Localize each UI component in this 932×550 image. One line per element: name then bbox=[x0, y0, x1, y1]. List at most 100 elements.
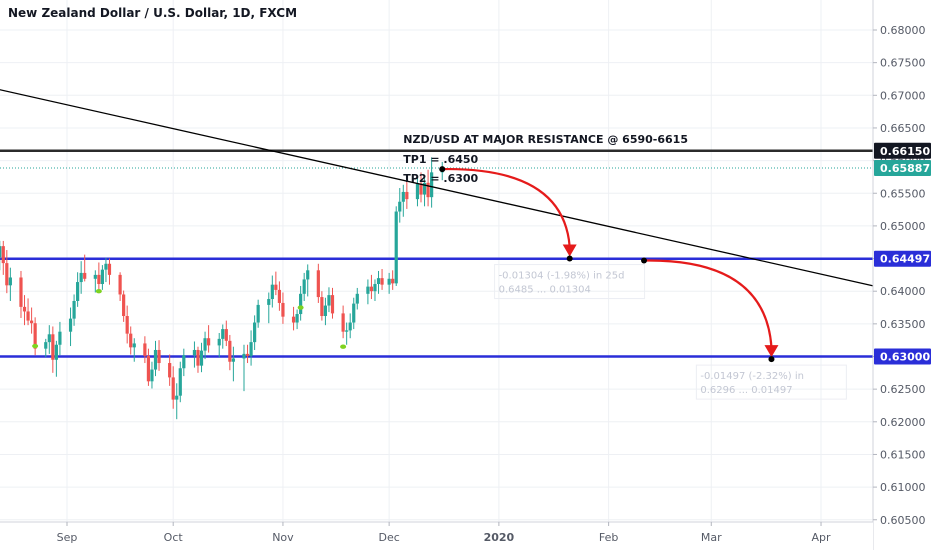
candle-body[interactable] bbox=[30, 320, 34, 324]
candle-body[interactable] bbox=[394, 211, 398, 284]
candle-body[interactable] bbox=[54, 344, 58, 360]
candle-body[interactable] bbox=[100, 269, 104, 285]
candle-body[interactable] bbox=[291, 316, 296, 323]
candle-body[interactable] bbox=[422, 182, 427, 195]
candle-body[interactable] bbox=[1, 246, 5, 264]
candle-body[interactable] bbox=[178, 368, 182, 396]
projections[interactable]: -0.01304 (-1.98%) in 25d 0.6485 ... 0.013… bbox=[439, 166, 847, 400]
candle-body[interactable] bbox=[0, 246, 2, 258]
candle-body[interactable] bbox=[228, 340, 232, 362]
candle-body[interactable] bbox=[376, 278, 381, 285]
candle-body[interactable] bbox=[129, 333, 133, 348]
candle-body[interactable] bbox=[157, 349, 161, 364]
candle-body[interactable] bbox=[306, 270, 310, 280]
candle-body[interactable] bbox=[345, 330, 349, 332]
price-axis[interactable]: 0.680000.675000.670000.665000.660000.655… bbox=[872, 0, 932, 550]
candle-body[interactable] bbox=[58, 331, 62, 345]
candle-body[interactable] bbox=[267, 299, 271, 305]
candle-body[interactable] bbox=[373, 284, 377, 292]
candle-body[interactable] bbox=[387, 278, 391, 285]
candle-body[interactable] bbox=[104, 263, 108, 270]
candle-body[interactable] bbox=[146, 355, 151, 382]
candle-body[interactable] bbox=[295, 314, 299, 323]
candle-body[interactable] bbox=[355, 293, 359, 304]
candle-body[interactable] bbox=[221, 329, 225, 339]
candle-body[interactable] bbox=[199, 350, 204, 366]
candle-body[interactable] bbox=[47, 334, 51, 343]
candle-body[interactable] bbox=[348, 322, 352, 331]
candle-body[interactable] bbox=[171, 377, 175, 400]
candle-body[interactable] bbox=[22, 306, 27, 312]
candle-body[interactable] bbox=[256, 304, 260, 323]
price-tag-tp2[interactable]: 0.63000 bbox=[880, 351, 930, 364]
candle-body[interactable] bbox=[320, 297, 324, 317]
projection-start-point[interactable] bbox=[439, 166, 446, 173]
candle-body[interactable] bbox=[352, 303, 356, 323]
candle-body[interactable] bbox=[245, 353, 250, 356]
candle-body[interactable] bbox=[391, 278, 395, 284]
candle-body[interactable] bbox=[405, 191, 409, 200]
candle-body[interactable] bbox=[415, 183, 420, 200]
candle-body[interactable] bbox=[125, 316, 129, 334]
candle-body[interactable] bbox=[380, 278, 384, 285]
price-tag-tp1[interactable]: 0.64497 bbox=[880, 253, 930, 266]
candle-body[interactable] bbox=[281, 302, 285, 317]
candle-body[interactable] bbox=[192, 349, 197, 356]
candle-body[interactable] bbox=[196, 349, 200, 366]
candle-body[interactable] bbox=[5, 263, 9, 286]
candle-body[interactable] bbox=[253, 322, 257, 343]
annotation-tp1[interactable]: TP1 = .6450 bbox=[403, 153, 478, 166]
projection-arrow[interactable] bbox=[644, 259, 773, 348]
candle-body[interactable] bbox=[51, 334, 55, 360]
candle-body[interactable] bbox=[143, 343, 147, 356]
candle-body[interactable] bbox=[72, 300, 76, 319]
candle-body[interactable] bbox=[150, 369, 154, 382]
candle-body[interactable] bbox=[33, 323, 37, 349]
candle-body[interactable] bbox=[249, 342, 253, 356]
candle-body[interactable] bbox=[401, 191, 405, 202]
candle-body[interactable] bbox=[430, 172, 434, 198]
candle-body[interactable] bbox=[426, 182, 430, 198]
candle-body[interactable] bbox=[207, 338, 211, 346]
candle-body[interactable] bbox=[118, 274, 122, 295]
candle-body[interactable] bbox=[44, 342, 48, 349]
candle-body[interactable] bbox=[122, 294, 126, 317]
candle-body[interactable] bbox=[76, 282, 80, 301]
price-tag-last[interactable]: 0.65887 bbox=[880, 162, 930, 175]
candle-body[interactable] bbox=[323, 305, 328, 317]
candle-body[interactable] bbox=[277, 289, 281, 303]
price-tag-resistance[interactable]: 0.66150 bbox=[880, 145, 930, 158]
candle-body[interactable] bbox=[366, 286, 370, 294]
candle-body[interactable] bbox=[217, 338, 221, 346]
candle-body[interactable] bbox=[132, 343, 136, 348]
candle-body[interactable] bbox=[316, 270, 320, 298]
projection-end-point[interactable] bbox=[768, 356, 775, 363]
candle-body[interactable] bbox=[274, 284, 278, 290]
candle-body[interactable] bbox=[8, 277, 12, 286]
candles[interactable] bbox=[0, 157, 444, 420]
candle-body[interactable] bbox=[83, 272, 87, 279]
candle-body[interactable] bbox=[68, 318, 73, 332]
candle-body[interactable] bbox=[341, 313, 345, 332]
candle-body[interactable] bbox=[107, 263, 112, 275]
projection-arrow[interactable] bbox=[442, 167, 571, 247]
candle-body[interactable] bbox=[327, 295, 331, 306]
candle-body[interactable] bbox=[168, 363, 172, 378]
candle-body[interactable] bbox=[182, 355, 186, 369]
annotation-resistance[interactable]: NZD/USD AT MAJOR RESISTANCE @ 6590-6615 bbox=[403, 133, 688, 146]
candle-body[interactable] bbox=[26, 311, 30, 321]
candle-body[interactable] bbox=[299, 293, 303, 315]
candle-body[interactable] bbox=[330, 295, 335, 314]
candle-body[interactable] bbox=[93, 274, 97, 279]
trend-line-group[interactable] bbox=[0, 63, 889, 290]
trend-line[interactable] bbox=[0, 63, 889, 290]
candle-body[interactable] bbox=[153, 349, 158, 370]
candle-body[interactable] bbox=[224, 329, 228, 341]
candle-body[interactable] bbox=[419, 183, 423, 195]
candle-body[interactable] bbox=[398, 201, 402, 212]
candle-body[interactable] bbox=[231, 358, 235, 362]
candle-body[interactable] bbox=[175, 395, 179, 400]
time-axis[interactable]: Sep Oct Nov Dec 2020 Feb Mar Apr bbox=[0, 521, 873, 550]
candle-body[interactable] bbox=[79, 272, 83, 283]
